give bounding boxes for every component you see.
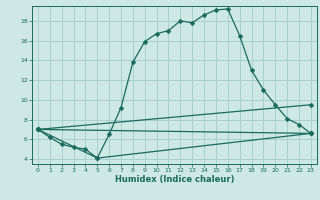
X-axis label: Humidex (Indice chaleur): Humidex (Indice chaleur) (115, 175, 234, 184)
